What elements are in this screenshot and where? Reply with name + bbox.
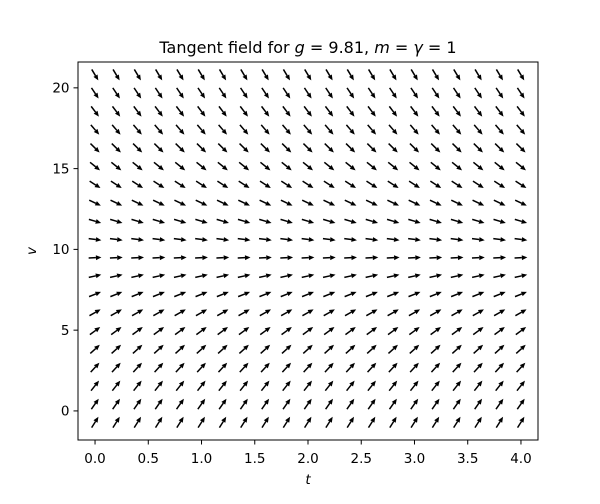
x-tick-label: 1.0	[191, 451, 212, 467]
x-tick-label: 1.5	[244, 451, 265, 467]
x-tick-label: 3.5	[457, 451, 478, 467]
arrow-shaft	[451, 239, 458, 240]
arrow-shaft	[259, 239, 266, 240]
y-tick-label: 20	[52, 81, 69, 97]
y-tick-label: 5	[61, 323, 70, 339]
x-tick-label: 0.0	[84, 451, 105, 467]
title-text-segment: = 1	[423, 38, 457, 57]
title-math-segment: g	[295, 38, 305, 57]
arrow-shaft	[366, 239, 373, 240]
y-tick-label: 0	[61, 404, 70, 420]
x-tick-label: 0.5	[138, 451, 159, 467]
x-tick-label: 2.0	[297, 451, 318, 467]
arrow-shaft	[344, 239, 351, 240]
title-text-segment: = 9.81,	[305, 38, 374, 57]
x-tick-label: 4.0	[510, 451, 531, 467]
plot-title: Tangent field for g = 9.81, m = γ = 1	[158, 38, 456, 57]
arrow-shaft	[408, 239, 415, 240]
arrow-shaft	[302, 239, 309, 240]
y-tick-label: 15	[52, 161, 69, 177]
arrow-shaft	[174, 239, 181, 240]
title-text-segment: =	[390, 38, 414, 57]
x-axis-label: t	[305, 472, 311, 488]
title-text-segment: Tangent field for	[158, 38, 294, 57]
title-math-segment: m	[374, 38, 390, 57]
arrow-shaft	[89, 239, 96, 240]
arrow-shaft	[238, 239, 245, 240]
arrow-shaft	[472, 239, 479, 240]
y-axis-label: v	[24, 246, 40, 255]
arrow-shaft	[515, 239, 522, 240]
arrow-shaft	[387, 239, 394, 240]
arrow-shaft	[195, 239, 202, 240]
arrow-shaft	[110, 239, 117, 240]
x-tick-label: 3.0	[404, 451, 425, 467]
arrow-shaft	[280, 239, 287, 240]
arrow-shaft	[493, 239, 500, 240]
arrow-shaft	[216, 239, 223, 240]
arrow-shaft	[323, 239, 330, 240]
y-tick-label: 10	[52, 242, 69, 258]
x-tick-label: 2.5	[350, 451, 371, 467]
arrow-shaft	[153, 239, 160, 240]
arrow-shaft	[429, 239, 436, 240]
arrow-shaft	[131, 239, 138, 240]
